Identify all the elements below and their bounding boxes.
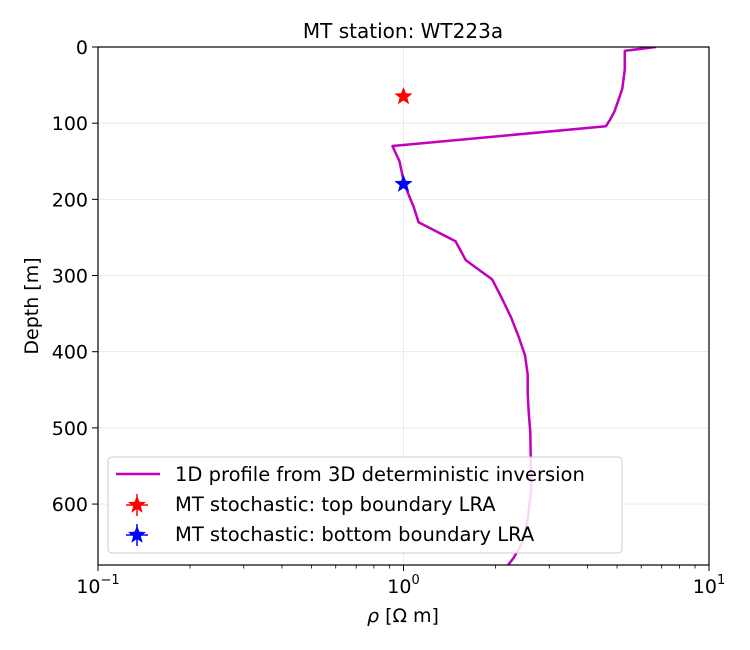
legend-star [127,525,147,543]
legend-entry-1: 1D profile from 3D deterministic inversi… [175,463,585,486]
y-tick-label: 300 [52,266,88,288]
chart-title: MT station: WT223a [303,19,503,43]
x-axis-label-symbol: ρ [367,605,379,627]
y-tick-label: 600 [52,494,88,516]
profile-line [391,47,657,565]
y-tick-label: 200 [52,189,88,211]
y-tick-label: 500 [52,418,88,440]
legend-marker-red-star [126,494,148,516]
y-tick-label: 100 [52,113,88,135]
x-tick-label: 100 [387,573,419,598]
y-tick-label: 400 [52,342,88,364]
legend-star [127,495,147,513]
legend-box [107,456,623,554]
legend-entry-2: MT stochastic: top boundary LRA [175,493,496,516]
x-tick-label: 101 [693,573,725,598]
series-layer [391,47,657,565]
legend-entry-3: MT stochastic: bottom boundary LRA [175,523,535,546]
x-tick-label: 10−1 [76,573,119,598]
ticks: 0 100 200 300 400 500 600 10−1 100 101 [52,37,726,598]
legend-marker-blue-star [126,524,148,546]
y-tick-label: 0 [76,37,88,59]
bottom-boundary-star [394,174,413,192]
y-axis-label: Depth [m] [21,257,43,354]
x-axis-label-unit: [Ω m] [385,605,439,627]
legend: 1D profile from 3D deterministic inversi… [107,456,623,554]
top-boundary-star [394,86,413,105]
x-axis-label: ρ [Ω m] [367,605,439,627]
